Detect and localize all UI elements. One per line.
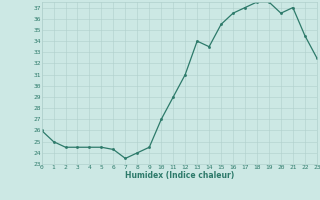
X-axis label: Humidex (Indice chaleur): Humidex (Indice chaleur) [124,171,234,180]
